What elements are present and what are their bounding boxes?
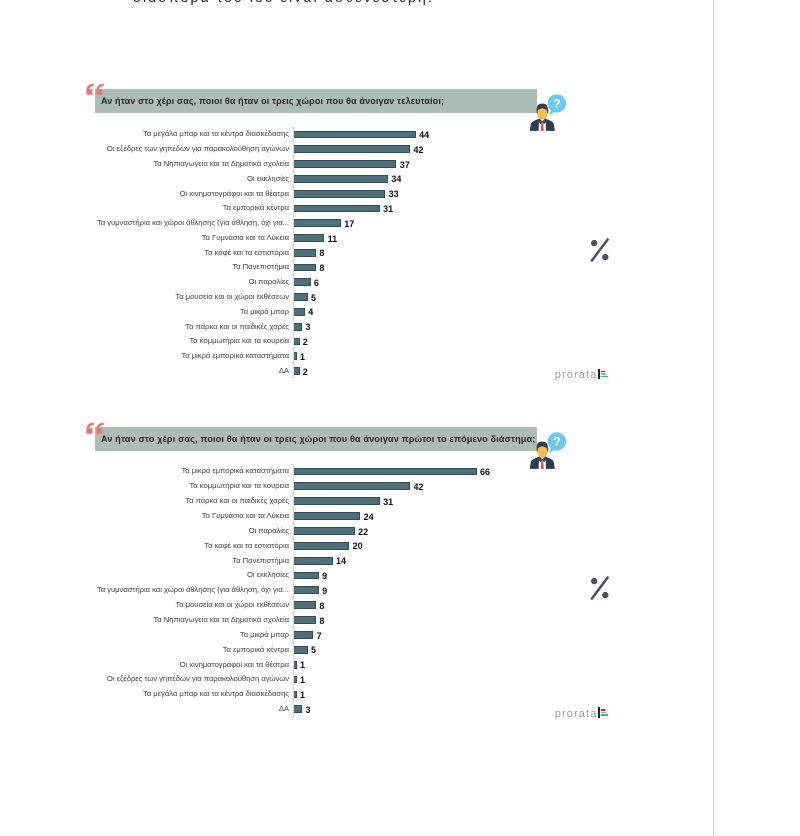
svg-text:?: ? <box>553 434 561 448</box>
svg-text:?: ? <box>553 97 561 111</box>
